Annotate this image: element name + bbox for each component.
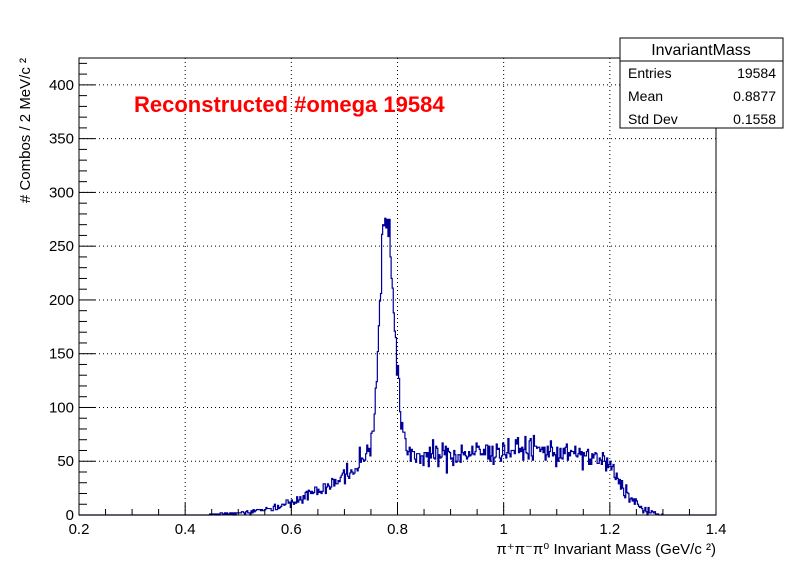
grid-lines xyxy=(79,58,716,515)
x-tick-label-2: 0.6 xyxy=(281,521,302,538)
stats-mean-label: Mean xyxy=(628,88,663,104)
x-tick-label-0: 0.2 xyxy=(69,521,90,538)
stats-stddev-value: 0.1558 xyxy=(733,111,776,127)
stats-entries-label: Entries xyxy=(628,65,672,81)
x-tick-label-4: 1 xyxy=(499,521,507,538)
stats-entries-value: 19584 xyxy=(737,65,776,81)
x-tick-label-3: 0.8 xyxy=(387,521,408,538)
stats-box-title: InvariantMass xyxy=(651,42,751,59)
chart-title: Reconstructed #omega 19584 xyxy=(134,92,445,117)
stats-box: InvariantMass Entries 19584 Mean 0.8877 … xyxy=(619,37,784,129)
axes: 0.2 0.4 0.6 0.8 1 1.2 1.4 0 50 100 150 200 250 300 350… xyxy=(49,62,727,538)
y-tick-label-0: 0 xyxy=(66,507,74,524)
stats-stddev-label: Std Dev xyxy=(628,111,678,127)
y-tick-label-3: 150 xyxy=(49,346,74,363)
y-tick-label-2: 100 xyxy=(49,399,74,416)
y-tick-label-6: 300 xyxy=(49,184,74,201)
stats-mean-value: 0.8877 xyxy=(733,88,776,104)
x-tick-label-1: 0.4 xyxy=(175,521,196,538)
y-tick-label-5: 250 xyxy=(49,238,74,255)
x-tick-label-5: 1.2 xyxy=(599,521,620,538)
y-tick-label-1: 50 xyxy=(57,453,74,470)
x-axis-label: π⁺π⁻π⁰ Invariant Mass (GeV/c ²) xyxy=(496,541,716,558)
y-tick-label-8: 400 xyxy=(49,77,74,94)
y-tick-label-4: 200 xyxy=(49,292,74,309)
x-tick-label-6: 1.4 xyxy=(706,521,727,538)
y-tick-label-7: 350 xyxy=(49,131,74,148)
y-axis-label: # Combos / 2 MeV/c ² xyxy=(17,58,34,203)
